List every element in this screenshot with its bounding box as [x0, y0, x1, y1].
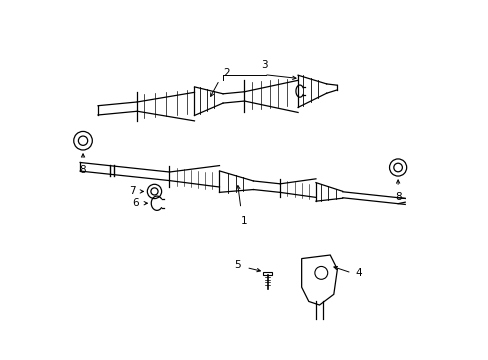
Text: 7: 7	[129, 186, 135, 197]
Text: 3: 3	[260, 60, 267, 70]
Text: 8: 8	[80, 165, 86, 175]
Text: 5: 5	[234, 260, 241, 270]
Text: 1: 1	[241, 216, 247, 226]
Text: 6: 6	[132, 198, 139, 208]
Text: 8: 8	[394, 192, 401, 202]
Text: 4: 4	[354, 268, 361, 278]
Text: 2: 2	[223, 68, 229, 78]
